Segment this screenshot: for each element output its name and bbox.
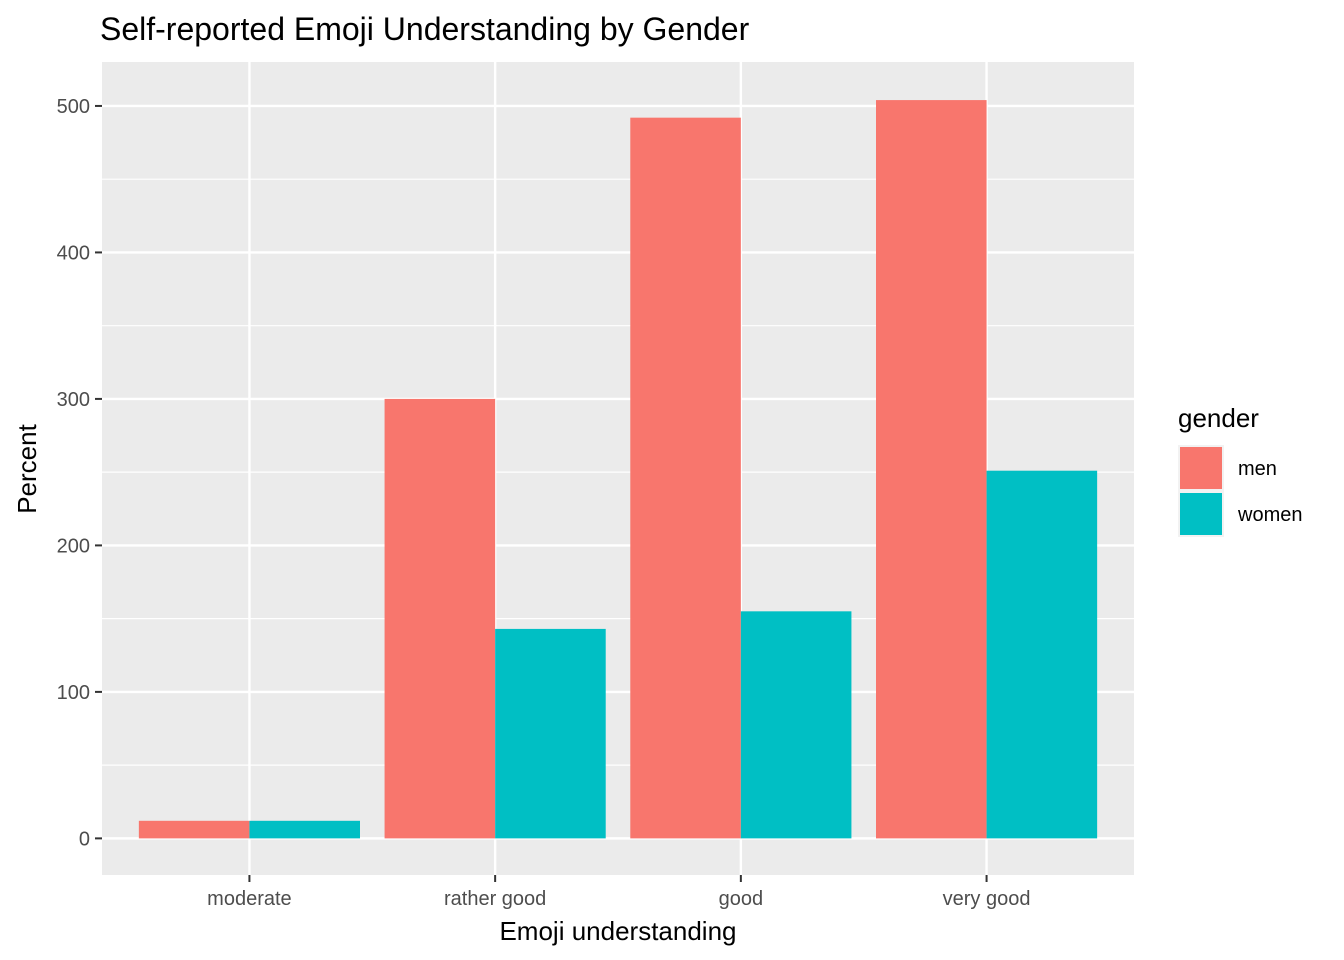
- legend-label-men: men: [1238, 458, 1277, 480]
- bar-men-moderate: [138, 820, 250, 839]
- x-tick-label: good: [719, 888, 764, 910]
- y-tick-label: 400: [57, 242, 90, 264]
- x-axis-title: Emoji understanding: [499, 916, 736, 946]
- legend: gender men women: [1178, 403, 1302, 537]
- x-tick-label: moderate: [207, 888, 292, 910]
- bar-men-very-good: [876, 100, 987, 839]
- bar-women-good: [740, 611, 852, 839]
- y-tick-label: 200: [57, 535, 90, 557]
- x-axis: moderate rather good good very good: [207, 875, 1030, 910]
- y-tick-label: 0: [79, 828, 90, 850]
- y-tick-label: 500: [57, 96, 90, 118]
- legend-swatch-men: [1180, 447, 1222, 489]
- bar-men-good: [630, 117, 741, 839]
- bar-women-very-good: [986, 470, 1098, 839]
- legend-label-women: women: [1237, 504, 1302, 526]
- legend-title: gender: [1178, 403, 1259, 433]
- x-tick-label: rather good: [444, 888, 546, 910]
- y-axis: 0 100 200 300 400 500: [57, 96, 102, 850]
- bar-men-rather-good: [384, 398, 496, 839]
- y-tick-label: 300: [57, 389, 90, 411]
- x-tick-label: very good: [943, 888, 1031, 910]
- y-tick-label: 100: [57, 682, 90, 704]
- legend-swatch-women: [1180, 493, 1222, 535]
- y-axis-title: Percent: [12, 423, 42, 513]
- bar-women-rather-good: [495, 628, 606, 839]
- bar-women-moderate: [249, 820, 360, 839]
- chart-title: Self-reported Emoji Understanding by Gen…: [100, 11, 750, 47]
- bars: [138, 100, 1098, 839]
